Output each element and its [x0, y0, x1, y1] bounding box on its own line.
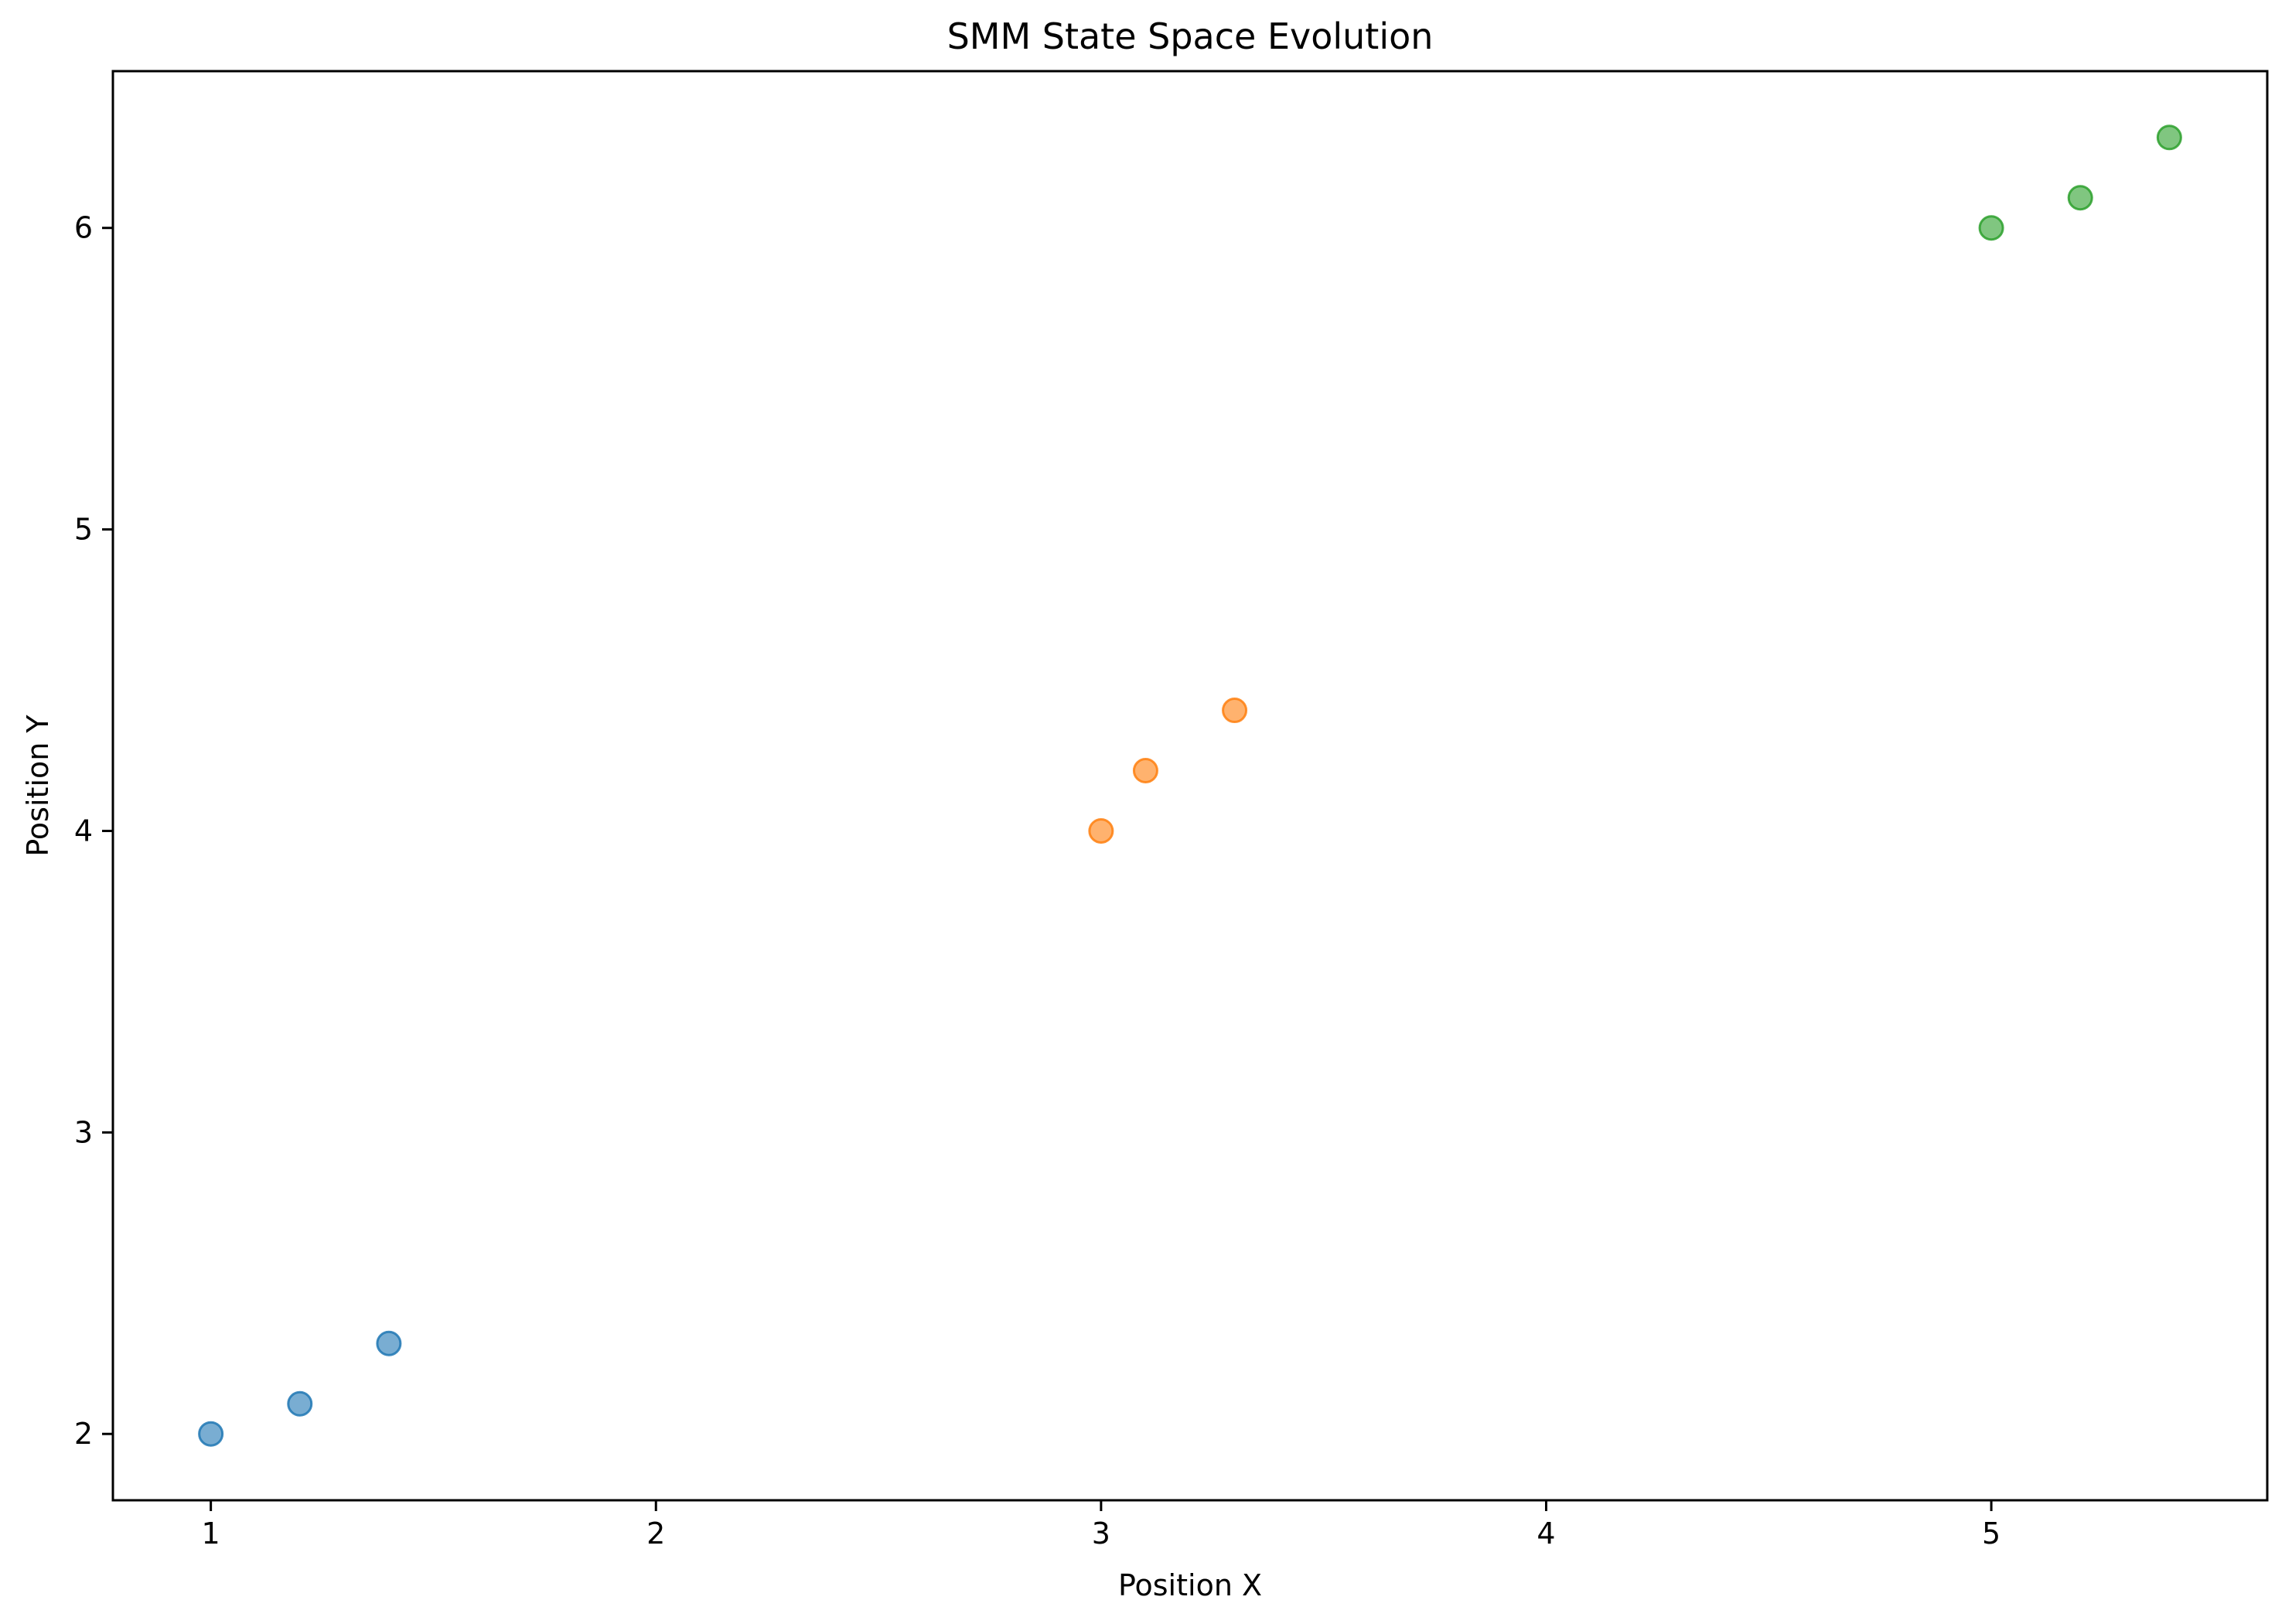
data-point: [2067, 185, 2093, 211]
x-tick-label: 5: [1982, 1517, 2000, 1551]
x-axis-label: Position X: [1118, 1568, 1262, 1602]
data-point: [376, 1330, 402, 1356]
x-tick-label: 2: [646, 1517, 665, 1551]
chart-title: SMM State Space Evolution: [947, 15, 1434, 57]
series-1: [198, 1330, 402, 1447]
data-point: [287, 1390, 313, 1417]
x-tick-label: 4: [1537, 1517, 1555, 1551]
data-point: [198, 1421, 224, 1447]
data-point: [1088, 817, 1114, 844]
plot-area: [198, 125, 2182, 1447]
data-point: [2156, 125, 2182, 151]
y-tick-label: 3: [74, 1115, 93, 1149]
series-3: [1978, 125, 2182, 241]
y-axis-label: Position Y: [21, 715, 55, 857]
y-axis: 2 3 4 5 6: [74, 211, 113, 1451]
series-2: [1088, 698, 1248, 844]
data-point: [1132, 758, 1158, 784]
axes-frame: [111, 70, 2269, 1502]
data-point: [1222, 698, 1248, 724]
x-tick-label: 1: [202, 1517, 220, 1551]
y-tick-label: 6: [74, 211, 93, 245]
y-tick-label: 5: [74, 513, 93, 547]
y-tick-label: 2: [74, 1417, 93, 1451]
data-point: [1978, 215, 2004, 241]
x-axis: 1 2 3 4 5: [202, 1500, 2000, 1551]
y-tick-label: 4: [74, 814, 93, 848]
x-tick-label: 3: [1092, 1517, 1110, 1551]
